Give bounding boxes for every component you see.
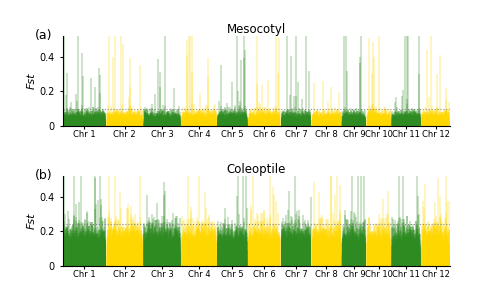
- Y-axis label: Fst: Fst: [26, 213, 36, 229]
- Text: (a): (a): [36, 29, 53, 42]
- Text: (b): (b): [36, 169, 53, 181]
- Title: Mesocotyl: Mesocotyl: [226, 23, 286, 36]
- Y-axis label: Fst: Fst: [26, 73, 36, 89]
- Title: Coleoptile: Coleoptile: [226, 163, 286, 176]
